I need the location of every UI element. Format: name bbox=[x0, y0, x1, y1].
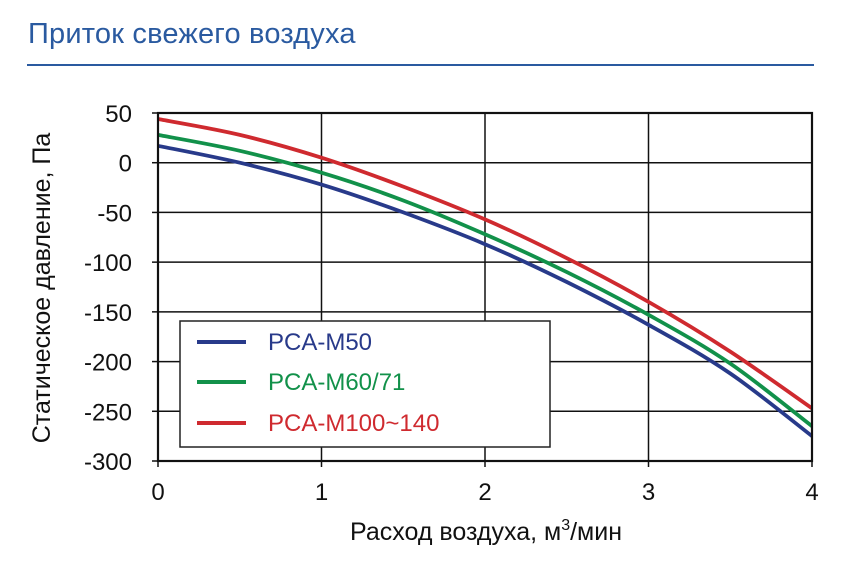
x-tick-label: 1 bbox=[315, 479, 328, 506]
y-tick-label: -200 bbox=[84, 350, 132, 377]
series-line-pca-m50 bbox=[157, 143, 814, 438]
page-title: Приток свежего воздуха bbox=[28, 18, 356, 50]
y-tick-label: -100 bbox=[84, 250, 132, 277]
y-tick-label: -250 bbox=[84, 399, 132, 426]
y-tick-label: 50 bbox=[105, 101, 132, 128]
y-tick-label: -50 bbox=[97, 200, 132, 227]
x-axis-label: Расход воздуха, м3/мин bbox=[350, 517, 622, 546]
legend: PCA-M50 PCA-M60/71 PCA-M100~140 bbox=[179, 320, 551, 448]
x-tick-label: 0 bbox=[151, 479, 164, 506]
legend-label-pca-m100-140: PCA-M100~140 bbox=[268, 410, 439, 437]
legend-label-pca-m60-71: PCA-M60/71 bbox=[268, 369, 405, 396]
y-axis-label: Статическое давление, Па bbox=[28, 133, 56, 444]
title-divider bbox=[27, 64, 814, 66]
series-line-pca-m60-71 bbox=[157, 133, 814, 428]
x-tick-label: 3 bbox=[642, 479, 655, 506]
series-line-pca-m100-140 bbox=[157, 117, 814, 410]
y-tick-label: -300 bbox=[84, 449, 132, 476]
legend-label-pca-m50: PCA-M50 bbox=[268, 329, 372, 356]
x-tick-label: 4 bbox=[805, 479, 818, 506]
x-tick-label: 2 bbox=[478, 479, 491, 506]
y-tick-label: 0 bbox=[119, 151, 132, 178]
y-tick-label: -150 bbox=[84, 300, 132, 327]
